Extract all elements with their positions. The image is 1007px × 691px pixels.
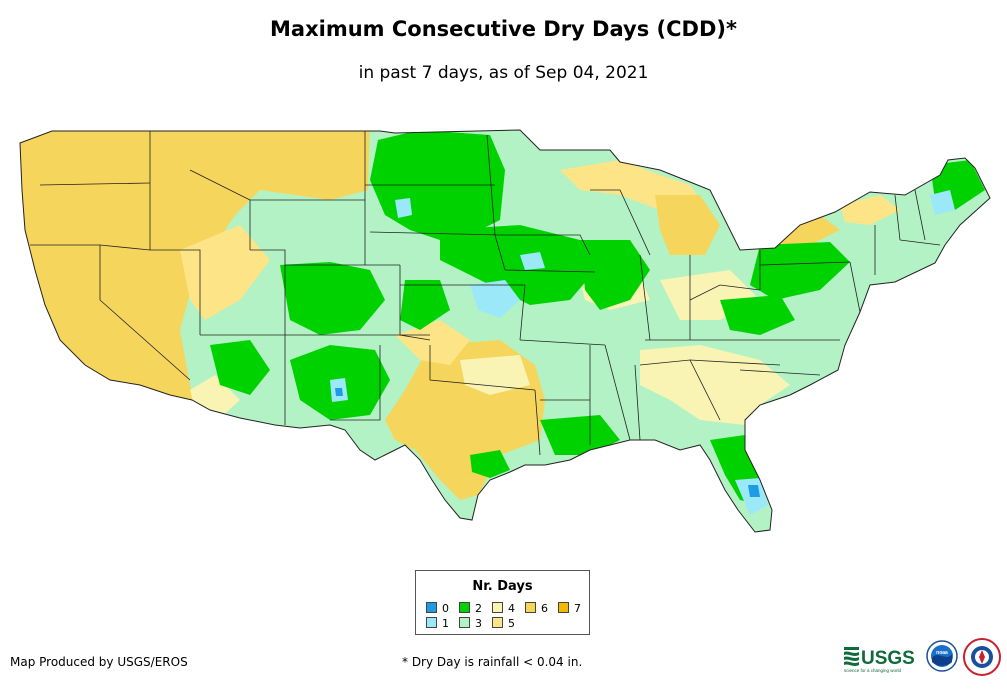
new-england-zone: [840, 195, 900, 225]
legend-label-6: 6: [541, 602, 548, 615]
iowa-wisconsin-wet: [580, 240, 650, 310]
lower-michigan-zone: [655, 195, 720, 255]
legend-item-2: 2: [459, 602, 482, 615]
arizona-wet: [210, 340, 270, 395]
nm-0day: [335, 388, 343, 396]
cdd-map: [19, 129, 991, 533]
central-plains-wet: [440, 225, 600, 305]
colorado-wet: [280, 262, 385, 335]
gulf-coast-wet: [540, 415, 620, 455]
legend-label-5: 5: [508, 617, 515, 630]
legend-item-1: 1: [426, 617, 449, 630]
legend-item-4: 4: [492, 602, 515, 615]
legend-swatch-2: [459, 602, 470, 613]
newengland-1day: [930, 190, 955, 215]
legend-title: Nr. Days: [472, 579, 533, 594]
western-kansas-wet: [400, 280, 450, 330]
map-title: Maximum Consecutive Dry Days (CDD)*: [270, 17, 737, 41]
legend-label-1: 1: [442, 617, 449, 630]
legend-item-0: 0: [426, 602, 449, 615]
usgs-logo: USGS science for a changing world: [844, 647, 915, 673]
us-outline: [19, 129, 991, 533]
map-subtitle: in past 7 days, as of Sep 04, 2021: [358, 63, 649, 83]
legend-swatch-1: [426, 617, 437, 628]
legend-swatch-5: [492, 617, 503, 628]
legend-label-3: 3: [475, 617, 482, 630]
credit-text: Map Produced by USGS/EROS: [10, 655, 188, 669]
legend-label-2: 2: [475, 602, 482, 615]
virginia-wet: [720, 295, 795, 335]
nws-logo: [963, 638, 1001, 676]
usgs-wordmark: USGS: [861, 648, 915, 669]
legend-item-7: 7: [558, 602, 581, 615]
dakota-1day: [395, 198, 412, 218]
southeast-zone: [640, 345, 790, 425]
legend-swatch-6: [525, 602, 536, 613]
legend-swatch-0: [426, 602, 437, 613]
legend-label-7: 7: [574, 602, 581, 615]
ok-panhandle-zone: [395, 320, 470, 365]
usgs-tagline: science for a changing world: [844, 668, 902, 673]
intermountain-zone: [180, 225, 270, 320]
pennsylvania-wet: [750, 242, 850, 300]
legend-swatch-4: [492, 602, 503, 613]
legend-item-3: 3: [459, 617, 482, 630]
legend-label-0: 0: [442, 602, 449, 615]
footnote-text: * Dry Day is rainfall < 0.04 in.: [402, 655, 583, 669]
florida-0day: [748, 485, 760, 497]
noaa-wordmark: noaa: [936, 650, 948, 656]
noaa-logo: noaa: [926, 640, 958, 672]
legend-label-4: 4: [508, 602, 515, 615]
state-boundaries: [30, 131, 941, 456]
texas-coast-wet: [470, 450, 510, 478]
nebraska-1day: [520, 252, 545, 270]
legend-swatch-3: [459, 617, 470, 628]
usgs-wave-icon: [844, 647, 859, 666]
legend-item-5: 5: [492, 617, 515, 630]
legend-swatch-7: [558, 602, 569, 613]
legend: Nr. Days 0 1 2 3 4 5 6 7: [415, 570, 590, 635]
ok-central-zone: [460, 355, 530, 395]
kansas-1day: [470, 280, 520, 318]
legend-item-6: 6: [525, 602, 548, 615]
